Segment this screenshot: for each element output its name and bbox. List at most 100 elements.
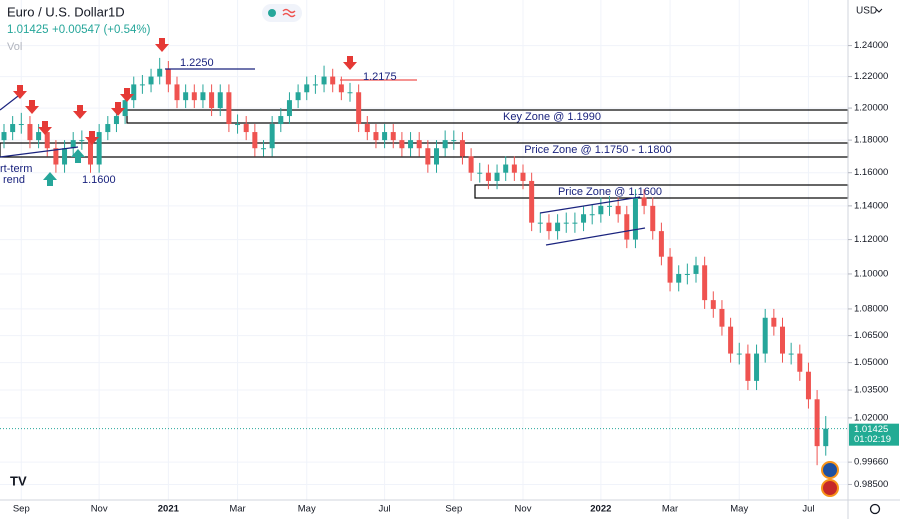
candle-body [468, 156, 474, 173]
candle-body [96, 132, 102, 165]
candle-body [434, 148, 439, 165]
currency[interactable]: USD [856, 6, 877, 17]
candle-body [113, 116, 119, 125]
candle-body [589, 214, 595, 216]
candle-body [425, 148, 431, 165]
sell-arrow [111, 102, 125, 116]
change: +0.00547 (+0.54%) [52, 24, 151, 36]
candle-body [191, 92, 197, 101]
candle-body [226, 92, 232, 125]
x-tick-label: Sep [445, 504, 462, 515]
y-tick-label: 1.05000 [854, 357, 888, 368]
x-tick-label: Nov [515, 504, 532, 515]
y-tick-label: 1.16000 [854, 167, 888, 178]
channel-line [545, 227, 646, 246]
candle-body [183, 92, 189, 101]
candle-body [667, 256, 673, 283]
settings-icon[interactable] [869, 503, 881, 515]
candle-body [209, 92, 215, 109]
sell-arrow [120, 88, 134, 102]
sell-arrow [155, 38, 169, 52]
candle-body [148, 76, 154, 85]
candle-body [382, 132, 388, 141]
trend-line [0, 146, 79, 158]
candle-body [780, 326, 785, 354]
y-tick-label: 1.02000 [854, 412, 888, 423]
candle-body [44, 132, 50, 149]
candle-body [18, 124, 24, 126]
candle-body [321, 76, 327, 85]
candle-body [390, 132, 396, 141]
candle-body [53, 148, 59, 165]
price-tag-countdown: 01:02:19 [854, 434, 891, 445]
x-tick-label: May [730, 504, 748, 515]
candle-body [243, 124, 249, 133]
candle-body [122, 100, 128, 117]
candle-body [771, 317, 777, 327]
candle-body [728, 326, 734, 354]
candle-body [788, 353, 794, 355]
candle-body [797, 353, 803, 372]
dropdown-icon[interactable] [875, 8, 883, 13]
candle-body [165, 68, 171, 85]
candle-body [286, 100, 292, 117]
candle-body [408, 140, 414, 149]
candle-body [261, 148, 266, 150]
y-tick-label: 1.14000 [854, 200, 888, 211]
candle-body [442, 140, 448, 149]
annotation: 1.2175 [363, 71, 397, 83]
candle-body [278, 116, 284, 125]
candle-body [615, 205, 621, 215]
sell-arrow [73, 105, 87, 119]
candle-body [632, 197, 638, 240]
annotation: 1.1600 [82, 174, 116, 186]
candle-body [503, 164, 509, 173]
candle-body [710, 300, 716, 309]
candle-body [459, 140, 465, 157]
candle-body [485, 172, 491, 181]
candle-body [399, 140, 405, 149]
x-tick-label: May [298, 504, 316, 515]
candle-body [373, 132, 379, 141]
candle-body [416, 140, 422, 149]
candle-body [555, 222, 561, 232]
interval: 1D [108, 4, 125, 19]
candle-body [581, 214, 587, 223]
y-tick-label: 1.03500 [854, 385, 888, 396]
eur-flag [821, 461, 839, 479]
candle-body [546, 222, 552, 232]
x-tick-label: Mar [229, 504, 245, 515]
zone-label: Key Zone @ 1.1990 [503, 111, 601, 123]
candle-body [252, 132, 258, 149]
candle-body [364, 124, 370, 133]
x-tick-label: Nov [91, 504, 108, 515]
sell-arrow [38, 121, 52, 135]
y-tick-label: 1.20000 [854, 103, 888, 114]
candle-body [139, 84, 145, 86]
candle-body [598, 205, 604, 215]
x-tick-label: Jul [802, 504, 814, 515]
candle-body [745, 353, 751, 381]
candle-body [805, 371, 811, 400]
candle-body [200, 92, 206, 101]
candle-body [814, 399, 820, 447]
candle-body [754, 353, 760, 381]
x-tick-label: Mar [662, 504, 678, 515]
indicator-badge[interactable] [262, 4, 302, 22]
candle-body [347, 92, 353, 94]
candle-body [330, 76, 336, 85]
candle-body [494, 172, 500, 181]
candle-body [312, 84, 318, 86]
candle-body [719, 308, 725, 327]
price-tag [849, 423, 899, 446]
trend-label: rend [3, 174, 25, 186]
candle-body [356, 92, 362, 125]
annotations: 1.2250 1.2175 1.1600 Key Zone @ 1.1990 P… [0, 57, 672, 198]
volume-label: Vol [7, 41, 22, 53]
candle-body [823, 428, 829, 447]
symbol: Euro / U.S. Dollar [7, 4, 109, 19]
y-tick-label: 1.24000 [854, 40, 888, 51]
candle-body [27, 124, 33, 141]
price-tag-value: 1.01425 [854, 424, 888, 435]
